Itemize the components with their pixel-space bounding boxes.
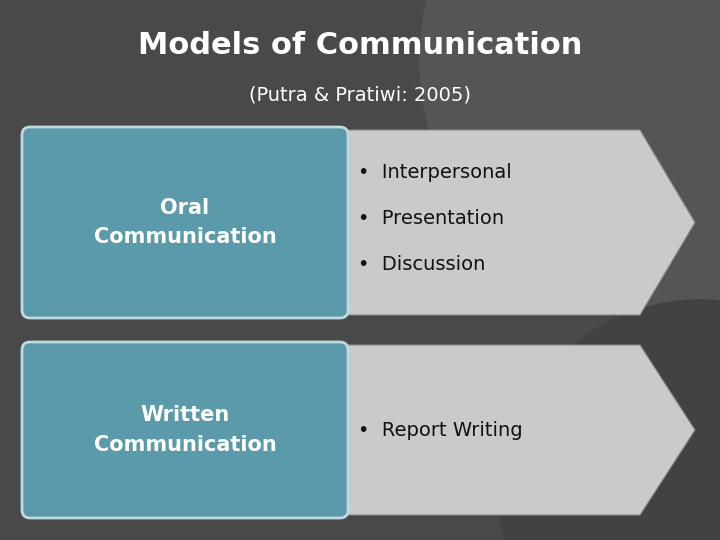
- Text: •  Interpersonal: • Interpersonal: [358, 163, 512, 181]
- Circle shape: [500, 300, 720, 540]
- FancyBboxPatch shape: [22, 127, 348, 318]
- Text: •  Presentation: • Presentation: [358, 208, 504, 227]
- Text: Written
Communication: Written Communication: [94, 405, 276, 455]
- Circle shape: [420, 0, 720, 320]
- Polygon shape: [25, 130, 695, 315]
- FancyBboxPatch shape: [22, 342, 348, 518]
- Text: (Putra & Pratiwi: 2005): (Putra & Pratiwi: 2005): [249, 85, 471, 105]
- Text: Models of Communication: Models of Communication: [138, 30, 582, 59]
- Text: Oral
Communication: Oral Communication: [94, 198, 276, 247]
- Text: •  Report Writing: • Report Writing: [358, 421, 523, 440]
- Polygon shape: [25, 345, 695, 515]
- Text: •  Discussion: • Discussion: [358, 254, 485, 273]
